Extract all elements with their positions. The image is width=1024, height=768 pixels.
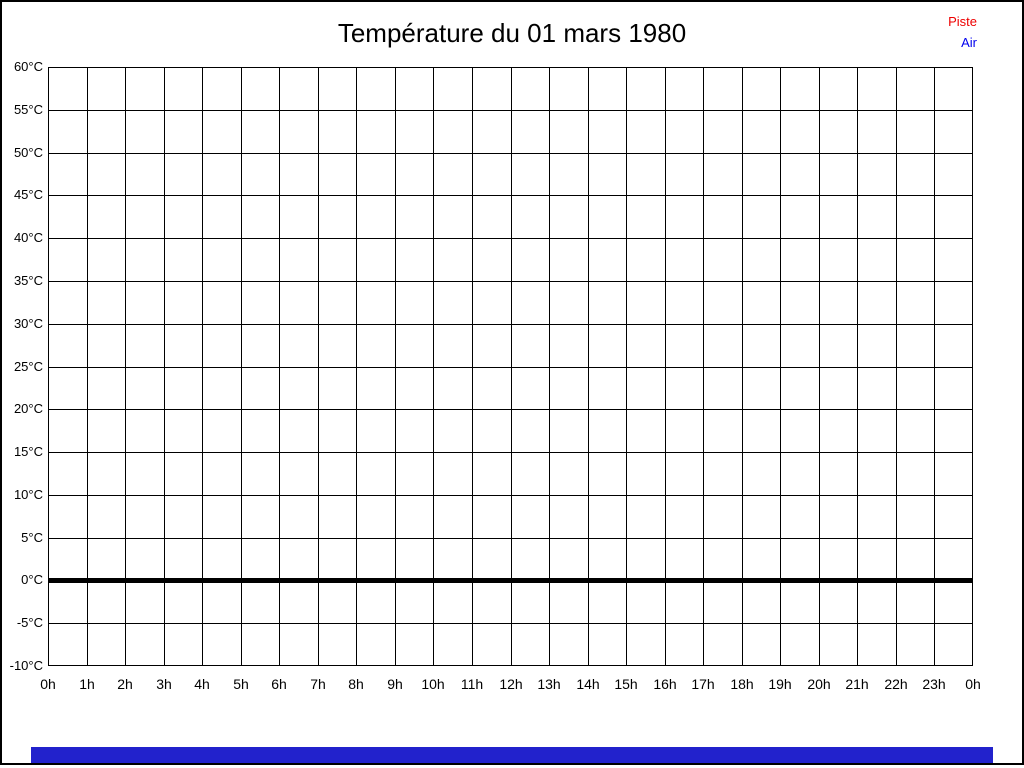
gridline-vertical [318, 67, 319, 666]
gridline-vertical [241, 67, 242, 666]
legend: Piste Air [948, 11, 977, 53]
legend-item-piste: Piste [948, 14, 977, 29]
x-tick-label: 23h [922, 676, 946, 692]
gridline-horizontal [48, 409, 973, 410]
y-tick-label: 15°C [13, 444, 43, 459]
x-tick-label: 9h [387, 676, 403, 692]
gridline-horizontal [48, 195, 973, 196]
x-tick-label: 1h [79, 676, 95, 692]
gridline-vertical [164, 67, 165, 666]
x-tick-label: 15h [614, 676, 638, 692]
x-tick-label: 21h [845, 676, 869, 692]
gridline-vertical [588, 67, 589, 666]
x-tick-label: 22h [884, 676, 908, 692]
y-tick-label: -10°C [9, 658, 43, 673]
x-tick-label: 16h [653, 676, 677, 692]
gridline-horizontal [48, 623, 973, 624]
chart-plot-area [48, 67, 973, 666]
x-tick-label: 13h [537, 676, 561, 692]
gridline-horizontal [48, 153, 973, 154]
y-tick-label: 60°C [13, 59, 43, 74]
gridline-vertical [202, 67, 203, 666]
gridline-horizontal [48, 67, 973, 68]
y-tick-label: 40°C [13, 230, 43, 245]
x-tick-label: 8h [348, 676, 364, 692]
x-tick-label: 3h [156, 676, 172, 692]
gridline-horizontal [48, 495, 973, 496]
gridline-vertical [87, 67, 88, 666]
y-tick-label: 25°C [13, 359, 43, 374]
gridline-vertical [972, 67, 973, 666]
gridline-vertical [742, 67, 743, 666]
y-tick-label: 50°C [13, 145, 43, 160]
x-tick-label: 2h [117, 676, 133, 692]
gridline-horizontal [48, 281, 973, 282]
gridline-vertical [433, 67, 434, 666]
gridline-vertical [934, 67, 935, 666]
gridline-horizontal [48, 665, 973, 666]
gridline-vertical [819, 67, 820, 666]
x-tick-label: 7h [310, 676, 326, 692]
gridline-horizontal [48, 110, 973, 111]
gridline-horizontal [48, 324, 973, 325]
y-tick-label: -5°C [16, 615, 43, 630]
x-tick-label: 4h [194, 676, 210, 692]
gridline-horizontal [48, 238, 973, 239]
y-tick-label: 10°C [13, 487, 43, 502]
gridline-vertical [665, 67, 666, 666]
gridline-vertical [780, 67, 781, 666]
gridline-horizontal [48, 367, 973, 368]
gridline-horizontal [48, 538, 973, 539]
x-tick-label: 0h [40, 676, 56, 692]
gridline-vertical [857, 67, 858, 666]
x-tick-label: 5h [233, 676, 249, 692]
y-tick-label: 45°C [13, 187, 43, 202]
y-tick-label: 30°C [13, 316, 43, 331]
gridline-vertical [703, 67, 704, 666]
x-tick-label: 0h [965, 676, 981, 692]
x-tick-label: 14h [576, 676, 600, 692]
y-tick-label: 20°C [13, 401, 43, 416]
gridline-vertical [549, 67, 550, 666]
gridline-vertical [395, 67, 396, 666]
legend-item-air: Air [961, 35, 977, 50]
gridline-vertical [48, 67, 49, 666]
x-tick-label: 12h [499, 676, 523, 692]
gridline-vertical [472, 67, 473, 666]
y-tick-label: 35°C [13, 273, 43, 288]
gridline-vertical [511, 67, 512, 666]
gridline-vertical [125, 67, 126, 666]
y-tick-label: 5°C [21, 530, 43, 545]
x-tick-label: 11h [460, 676, 484, 692]
gridline-vertical [626, 67, 627, 666]
x-tick-label: 18h [730, 676, 754, 692]
y-tick-label: 55°C [13, 102, 43, 117]
x-tick-label: 6h [271, 676, 287, 692]
gridline-vertical [279, 67, 280, 666]
x-tick-label: 17h [691, 676, 715, 692]
chart-title: Température du 01 mars 1980 [337, 18, 687, 48]
gridline-vertical [356, 67, 357, 666]
y-tick-label: 0°C [21, 572, 43, 587]
gridline-vertical [896, 67, 897, 666]
x-tick-label: 20h [807, 676, 831, 692]
x-tick-label: 19h [768, 676, 792, 692]
x-tick-label: 10h [421, 676, 445, 692]
zero-degree-line [48, 578, 973, 583]
progress-bar [31, 747, 993, 763]
gridline-horizontal [48, 452, 973, 453]
